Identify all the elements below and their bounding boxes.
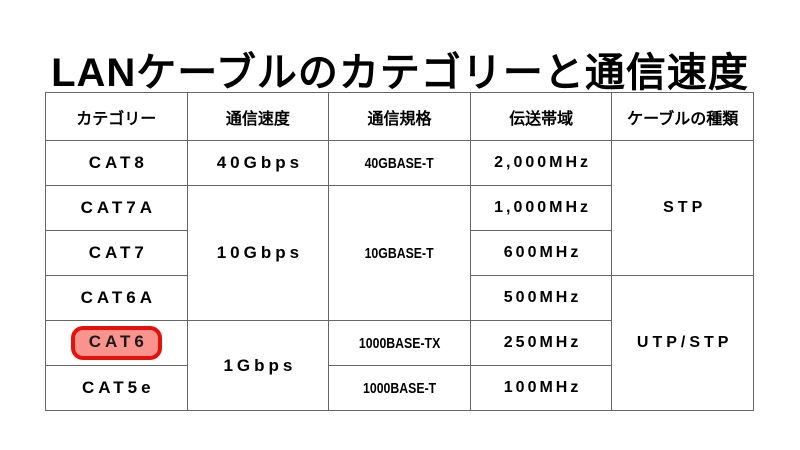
- cell-category-cat7a: CAT7A: [45, 185, 188, 231]
- page-title: LANケーブルのカテゴリーと通信速度: [51, 51, 749, 95]
- cell-standard-1000base-t-text: 1000BASE-T: [362, 379, 437, 397]
- cell-cable-type-stp: STP: [611, 140, 754, 276]
- cell-standard-1000base-tx: 1000BASE-TX: [328, 320, 471, 366]
- cell-speed-1gbps: 1Gbps: [186, 320, 330, 411]
- cell-standard-1000base-t: 1000BASE-T: [328, 365, 471, 411]
- cell-bandwidth-1000mhz: 1,000MHz: [469, 185, 613, 231]
- cell-bandwidth-100mhz: 100MHz: [469, 365, 613, 411]
- table-row-cat7a: CAT7A 10Gbps 10GBASE-T 1,000MHz: [45, 185, 754, 321]
- header-cell-speed: 通信速度: [186, 92, 330, 141]
- cell-category-cat5e: CAT5e: [45, 365, 188, 411]
- cell-category-cat7: CAT7: [45, 230, 188, 276]
- table-row-cat8: CAT8 40Gbps 40GBASE-T 2,000MHz STP: [45, 140, 754, 276]
- header-row: カテゴリー 通信速度 通信規格 伝送帯域 ケーブルの種類: [45, 92, 754, 141]
- cell-category-cat8: CAT8: [45, 140, 188, 186]
- cell-speed-10gbps: 10Gbps: [186, 185, 330, 321]
- cell-standard-40gbase-t-text: 40GBASE-T: [364, 154, 435, 172]
- table-row-cat7: CAT7 600MHz: [45, 230, 754, 276]
- header-cell-standard: 通信規格: [328, 92, 471, 141]
- cell-standard-1000base-tx-text: 1000BASE-TX: [358, 334, 441, 352]
- cell-bandwidth-600mhz: 600MHz: [469, 230, 613, 276]
- cell-standard-40gbase-t: 40GBASE-T: [328, 140, 471, 186]
- table-row-cat5e: CAT5e 1000BASE-T 100MHz: [45, 365, 754, 411]
- cell-cable-type-utp-stp: UTP/STP: [611, 275, 754, 411]
- cell-category-cat6a: CAT6A: [45, 275, 188, 321]
- lan-category-table: カテゴリー 通信速度 通信規格 伝送帯域 ケーブルの種類 CAT8 40Gbps…: [45, 92, 754, 411]
- header-cell-cable-type: ケーブルの種類: [611, 92, 754, 141]
- cat6-highlight-pill: CAT6: [70, 326, 162, 360]
- table-row-cat6a: CAT6A 500MHz UTP/STP: [45, 275, 754, 411]
- header-cell-category: カテゴリー: [45, 92, 188, 141]
- cell-bandwidth-500mhz: 500MHz: [469, 275, 613, 321]
- cell-category-cat6: CAT6: [45, 320, 188, 366]
- header-cell-bandwidth: 伝送帯域: [469, 92, 613, 141]
- cell-bandwidth-2000mhz: 2,000MHz: [469, 140, 613, 186]
- cell-standard-10gbase-t-text: 10GBASE-T: [364, 244, 435, 262]
- cell-bandwidth-250mhz: 250MHz: [469, 320, 613, 366]
- table-row-cat6: CAT6 1Gbps 1000BASE-TX 250MHz: [45, 320, 754, 411]
- cell-standard-10gbase-t: 10GBASE-T: [328, 185, 471, 321]
- cell-speed-40gbps: 40Gbps: [186, 140, 330, 186]
